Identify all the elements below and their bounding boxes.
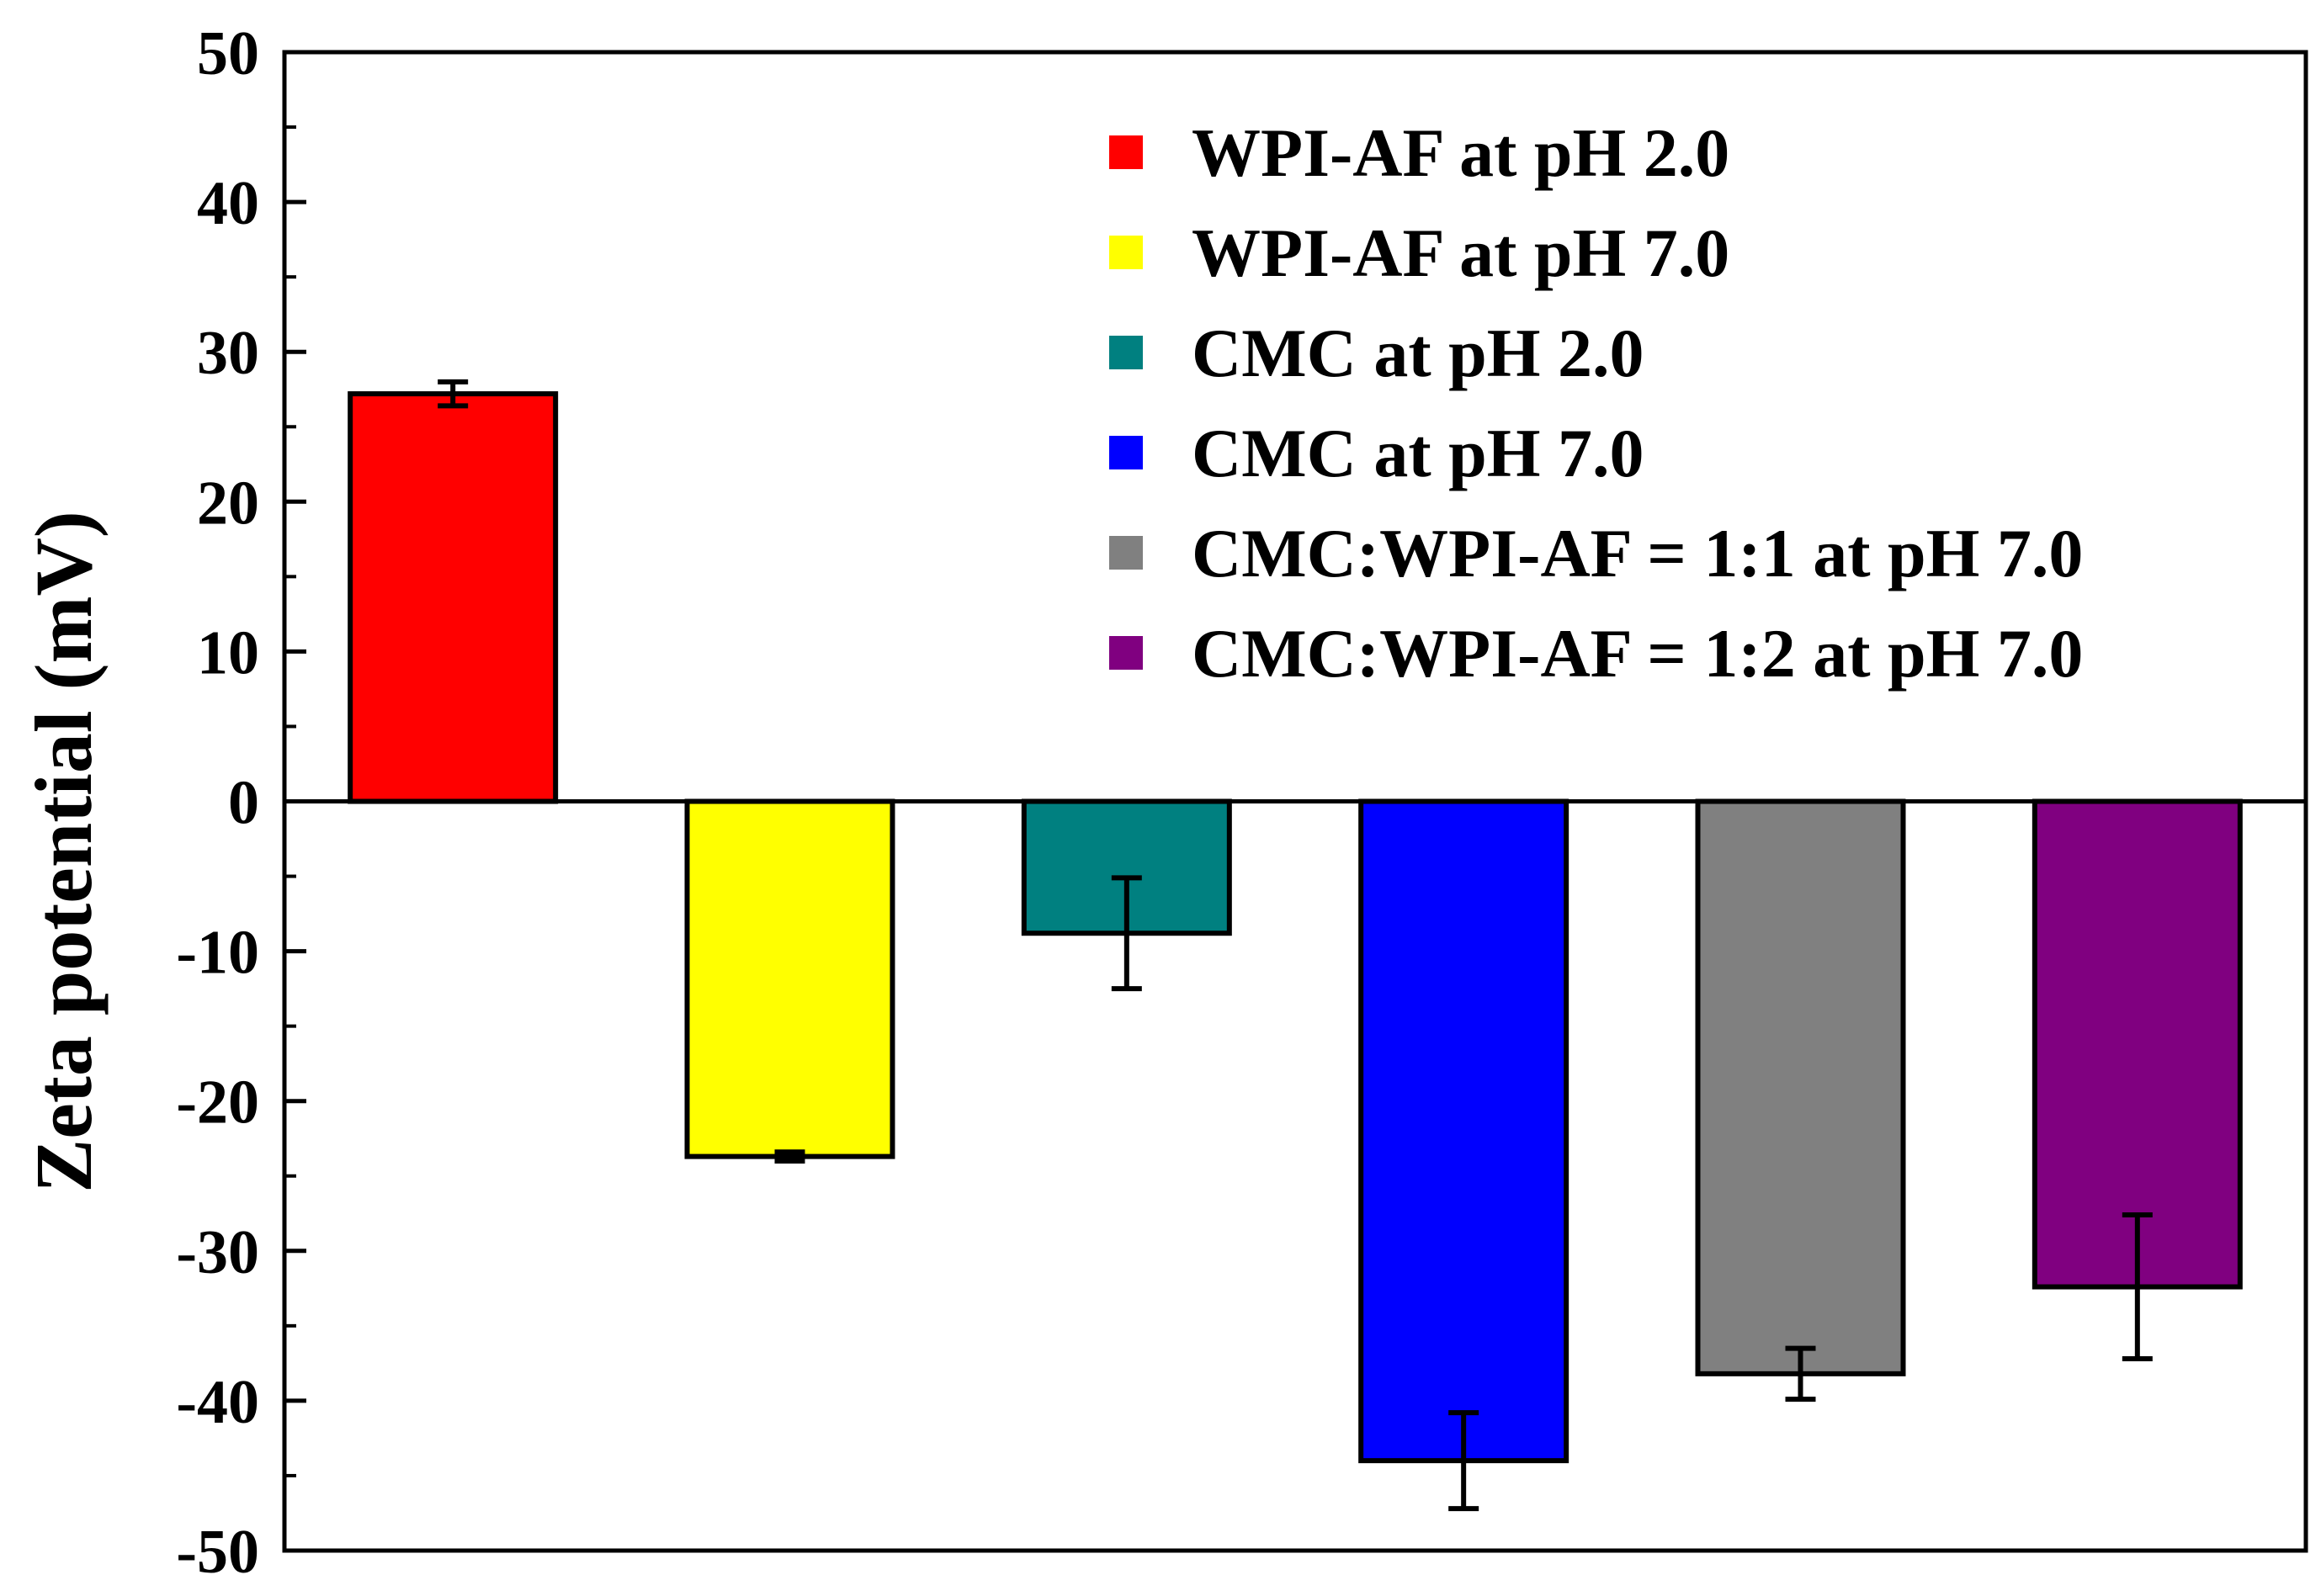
y-tick-label: -50 [176,1518,259,1587]
bar-5 [1695,798,1906,1376]
y-tick-label: 10 [197,618,259,687]
error-bars-group [438,379,2153,1512]
y-tick-label: -20 [176,1068,259,1137]
bar-2 [684,798,895,1159]
legend: WPI-AF at pH 2.0 WPI-AF at pH 7.0 CMC at p… [1109,114,2083,692]
error-bar-1 [438,379,469,409]
y-tick-label: 50 [197,19,259,88]
y-tick-label: 20 [197,469,259,538]
error-bar-3 [1111,875,1142,992]
legend-item: CMC:WPI-AF = 1:2 at pH 7.0 [1109,615,2083,692]
bar-4 [1358,798,1569,1464]
y-tick-label: -40 [176,1368,259,1437]
error-bar-2 [774,1149,805,1164]
legend-label: CMC:WPI-AF = 1:1 at pH 7.0 [1192,515,2083,591]
y-tick-label: 0 [228,769,259,838]
legend-label: WPI-AF at pH 2.0 [1192,114,1729,191]
y-tick-label: 30 [197,319,259,388]
legend-label: CMC at pH 7.0 [1192,415,1644,491]
legend-label: CMC at pH 2.0 [1192,315,1644,391]
legend-swatch [1109,436,1143,469]
y-axis-title: Zeta potential (mV) [19,511,109,1193]
y-axis-ticks: 50 40 30 20 10 0 -10 -20 -30 -40 -50 [176,19,306,1587]
legend-item: WPI-AF at pH 7.0 [1109,215,1729,291]
y-tick-label: -30 [176,1218,259,1287]
legend-label: WPI-AF at pH 7.0 [1192,215,1729,291]
y-tick-label: -10 [176,919,259,988]
legend-swatch [1109,636,1143,670]
legend-item: CMC at pH 2.0 [1109,315,1644,391]
legend-swatch [1109,336,1143,369]
legend-swatch [1109,536,1143,570]
error-bar-5 [1785,1345,1816,1402]
legend-swatch [1109,135,1143,169]
error-bar-6 [2122,1212,2153,1362]
bar-1 [348,391,559,804]
y-tick-label: 40 [197,169,259,238]
legend-label: CMC:WPI-AF = 1:2 at pH 7.0 [1192,615,2083,692]
legend-item: CMC:WPI-AF = 1:1 at pH 7.0 [1109,515,2083,591]
legend-swatch [1109,236,1143,269]
bar-6 [2032,798,2243,1290]
legend-item: CMC at pH 7.0 [1109,415,1644,491]
error-bar-4 [1448,1410,1479,1512]
legend-item: WPI-AF at pH 2.0 [1109,114,1729,191]
